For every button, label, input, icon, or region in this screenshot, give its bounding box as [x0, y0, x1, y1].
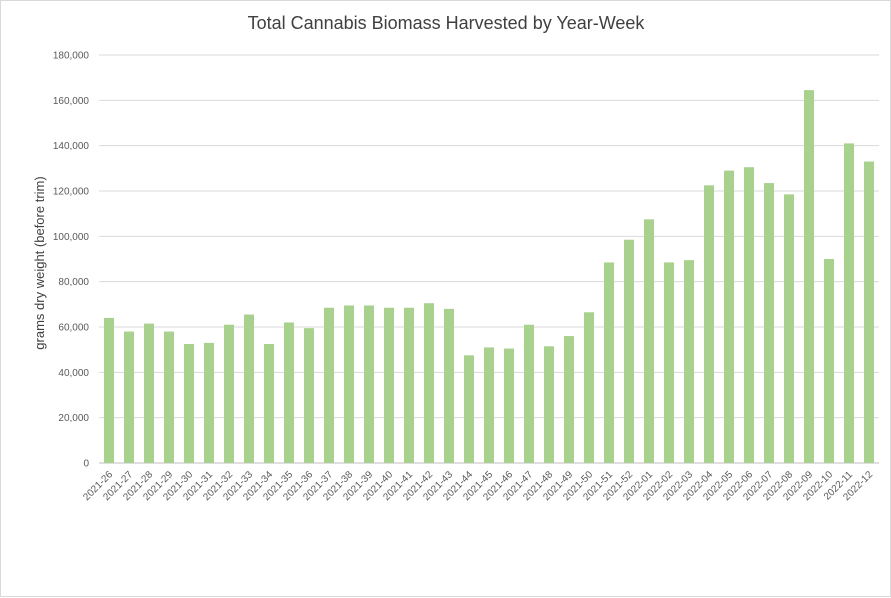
bar-2022-07: [764, 183, 774, 464]
bar-2021-27: [124, 331, 134, 463]
y-tick-label: 120,000: [53, 187, 90, 198]
bar-2022-04: [704, 185, 714, 464]
bar-2022-02: [664, 262, 674, 463]
bar-2022-05: [724, 170, 734, 463]
bar-2021-32: [224, 324, 234, 463]
bar-2021-28: [144, 323, 154, 463]
bar-2022-10: [824, 259, 834, 463]
bar-2022-08: [784, 194, 794, 463]
y-tick-label: 20,000: [58, 413, 89, 424]
bar-2021-49: [564, 336, 574, 463]
bar-2021-38: [344, 305, 354, 463]
bar-2021-37: [324, 307, 334, 463]
y-tick-label: 60,000: [58, 323, 89, 334]
bar-2021-39: [364, 305, 374, 463]
bar-2021-48: [544, 346, 554, 463]
bar-2022-03: [684, 260, 694, 463]
bar-2021-41: [404, 307, 414, 463]
bar-2022-01: [644, 219, 654, 463]
y-tick-label: 0: [83, 459, 89, 470]
bar-2022-06: [744, 167, 754, 463]
chart-title: Total Cannabis Biomass Harvested by Year…: [248, 13, 646, 33]
y-tick-label: 160,000: [53, 96, 90, 107]
y-tick-label: 180,000: [53, 51, 90, 62]
bar-2021-45: [484, 347, 494, 463]
y-axis-title: grams dry weight (before trim): [32, 176, 47, 349]
bar-2021-33: [244, 314, 254, 463]
bar-2021-50: [584, 312, 594, 463]
bar-2021-29: [164, 331, 174, 463]
bar-2021-40: [384, 307, 394, 463]
bar-2021-30: [184, 344, 194, 463]
bar-2021-46: [504, 348, 514, 463]
bar-2022-11: [844, 143, 854, 463]
y-tick-label: 140,000: [53, 141, 90, 152]
bar-2021-36: [304, 328, 314, 463]
bar-2022-12: [864, 161, 874, 464]
bar-2021-35: [284, 322, 294, 463]
bar-2021-51: [604, 262, 614, 463]
y-tick-labels: 0 20,000 40,000 60,000 80,000 100,000 120,000 1…: [53, 51, 90, 470]
bars: [104, 90, 874, 464]
bar-2021-26: [104, 317, 114, 463]
bar-2021-52: [624, 239, 634, 463]
bar-2021-43: [444, 308, 454, 463]
bar-2022-09: [804, 90, 814, 463]
bar-2021-47: [524, 324, 534, 463]
bar-2021-31: [204, 342, 214, 463]
bar-2021-42: [424, 303, 434, 463]
x-tick-labels: 2021-262021-272021-282021-292021-302021-…: [81, 469, 875, 503]
y-tick-label: 80,000: [58, 277, 89, 288]
y-tick-label: 100,000: [53, 232, 90, 243]
y-tick-label: 40,000: [58, 368, 89, 379]
bar-2021-34: [264, 344, 274, 463]
bar-2021-44: [464, 355, 474, 463]
